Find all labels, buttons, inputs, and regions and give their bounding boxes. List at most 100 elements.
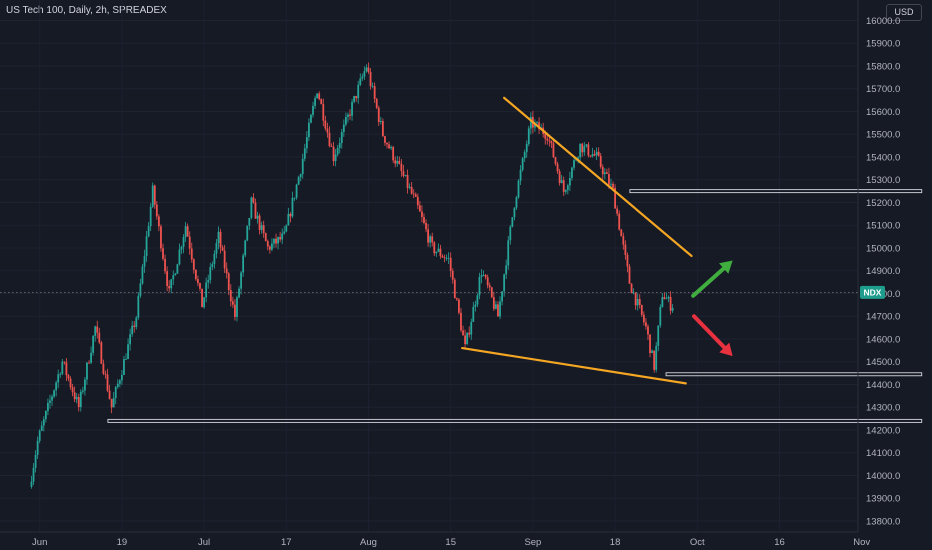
candle-body [250,197,253,219]
y-tick-label: 15600.0 [866,107,900,118]
candle-body [262,225,265,234]
candle-body [462,330,464,336]
candle-body [624,244,627,255]
candle-body [240,272,242,289]
projection-arrows [691,260,733,357]
candle-body [612,183,614,188]
candle-body [505,265,508,275]
candle-body [79,391,82,408]
candle-body [519,169,522,181]
candle-body [123,359,125,375]
candle-body [69,378,72,388]
candle-body [536,122,538,124]
candle-body [129,334,132,345]
candle-body [414,194,417,197]
candle-body [102,363,105,374]
candle-body [486,277,489,286]
candle-body [174,273,177,276]
candle-body [638,299,641,305]
candle-body [314,98,316,106]
candle-body [439,248,442,257]
candle-body [326,128,329,133]
candle-body [523,152,526,159]
candle-body [651,350,653,354]
candle-body [392,147,395,161]
candle-body [201,288,203,308]
candle-body [449,257,452,271]
candle-body [176,264,179,274]
y-tick-label: 14700.0 [866,312,900,323]
candle-body [131,325,134,335]
candle-body [416,196,419,206]
candle-body [653,350,656,370]
candle-body [73,392,76,400]
candle-body [595,151,598,156]
x-tick-label: 18 [610,537,621,548]
candle-body [51,396,53,401]
candle-body [480,275,483,278]
candle-body [351,101,353,116]
y-tick-label: 14300.0 [866,403,900,414]
x-tick-label: 15 [445,537,456,548]
candle-body [616,208,619,214]
candle-body [640,304,643,315]
candle-body [406,174,409,188]
candle-body [534,123,536,128]
candle-body [562,180,565,192]
candle-body [258,215,261,230]
candle-body [75,397,78,400]
candle-body [182,236,185,247]
time-axis: Jun19Jul17Aug15Sep18Oct16Nov20 [32,537,870,548]
candle-body [316,93,319,99]
candle-body [273,238,275,244]
projection-arrow-head [719,260,733,274]
candle-body [466,332,469,345]
candle-body [242,255,245,273]
candle-body [44,410,47,420]
candle-body [342,124,345,133]
candle-body [601,166,604,175]
currency-button[interactable]: USD [886,4,922,21]
candle-body [429,236,432,243]
candle-body [626,254,629,267]
y-tick-label: 15800.0 [866,61,900,72]
candle-body [460,312,462,331]
candle-body [137,295,140,318]
candle-body [238,288,240,298]
x-tick-label: Aug [360,537,377,548]
candle-body [488,285,491,288]
candle-body [484,274,487,278]
candle-body [507,240,510,266]
candle-body [404,174,407,176]
candle-body [215,243,218,254]
candle-body [402,171,405,176]
candle-body [334,154,337,162]
y-tick-label: 14600.0 [866,334,900,345]
candle-body [114,387,117,398]
candle-body [192,259,195,270]
candle-body [618,213,621,230]
candle-body [377,107,380,122]
candle-body [423,216,425,224]
candle-body [77,397,80,408]
price-badge-bg [860,285,885,299]
candle-body [149,206,152,227]
candle-body [361,76,364,79]
y-tick-label: 15400.0 [866,152,900,163]
candle-body [445,257,448,259]
y-tick-label: 13900.0 [866,494,900,505]
candle-body [47,402,49,411]
candle-body [630,283,633,294]
candle-body [283,231,286,234]
candle-body [649,334,651,354]
trendline [461,347,687,385]
candle-body [143,256,146,267]
candle-body [550,140,553,144]
candle-body [84,379,86,391]
candle-body [495,304,497,309]
candle-body [470,321,473,335]
candle-body [207,280,210,283]
candle-body [476,295,479,305]
candle-body [396,160,399,164]
